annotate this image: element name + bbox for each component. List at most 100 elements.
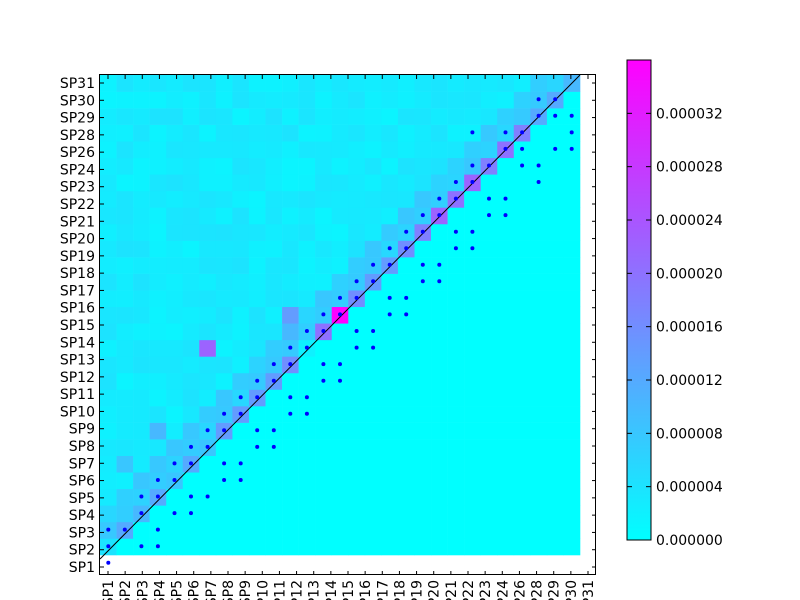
significance-point: [520, 130, 525, 135]
heatmap-cell: [546, 455, 564, 473]
heatmap-cell: [149, 339, 167, 357]
significance-point: [520, 146, 525, 151]
y-tick-label: SP1: [69, 560, 95, 576]
heatmap-cell: [331, 339, 349, 357]
heatmap-cell: [100, 141, 117, 159]
heatmap-cell: [133, 455, 150, 473]
heatmap-cell: [199, 472, 217, 490]
heatmap-cell: [381, 223, 399, 241]
heatmap-cell: [464, 207, 481, 225]
heatmap-cell: [331, 505, 349, 523]
heatmap-cell: [116, 422, 134, 440]
heatmap-cell: [199, 455, 217, 473]
significance-point: [205, 494, 210, 499]
heatmap-cell: [133, 323, 150, 341]
heatmap-cell: [480, 521, 498, 539]
heatmap-cell: [215, 257, 233, 274]
significance-point: [338, 312, 342, 317]
y-tick-label: SP4: [69, 508, 95, 524]
heatmap-cell: [497, 273, 515, 291]
heatmap-cell: [248, 91, 266, 109]
heatmap-cell: [331, 190, 349, 208]
heatmap-cell: [282, 521, 299, 539]
heatmap-cell: [133, 207, 150, 225]
heatmap-cell: [166, 488, 184, 506]
heatmap-cell: [497, 389, 515, 407]
heatmap-cell: [315, 240, 333, 258]
heatmap-cell: [199, 223, 217, 241]
x-axis: SP1 SP2 SP3 SP4 SP5 SP6 SP7 SP8 SP9 SP10 SP11 SP12 S…: [101, 75, 597, 600]
heatmap-cell: [447, 521, 465, 539]
heatmap-cell: [464, 372, 481, 390]
heatmap-cell: [232, 108, 250, 125]
heatmap-cell: [100, 422, 117, 440]
heatmap-cell: [480, 389, 498, 407]
significance-point: [453, 229, 458, 234]
heatmap-cell: [513, 455, 531, 473]
y-tick-label: SP24: [60, 162, 95, 178]
heatmap-cell: [431, 75, 448, 92]
heatmap-cell: [513, 505, 531, 523]
heatmap-cell: [497, 157, 515, 175]
heatmap-cell: [116, 257, 134, 274]
heatmap-cell: [331, 472, 349, 490]
diagonal-line: [99, 74, 581, 560]
heatmap-cell: [546, 157, 564, 175]
heatmap-cell: [315, 124, 333, 142]
significance-point: [553, 113, 558, 118]
heatmap-cell: [133, 223, 150, 241]
heatmap-cell: [397, 455, 415, 473]
heatmap-cell: [348, 521, 366, 539]
heatmap-cell: [149, 223, 167, 241]
y-tick-label: SP16: [60, 301, 95, 317]
heatmap-cell: [232, 157, 250, 175]
significance-point: [304, 395, 309, 400]
heatmap-cell: [381, 124, 399, 142]
heatmap-cell: [232, 505, 250, 523]
heatmap-cell: [282, 174, 299, 192]
heatmap-cell: [348, 455, 366, 473]
heatmap-cell: [182, 356, 200, 374]
heatmap-cell: [348, 257, 366, 274]
heatmap-cell: [348, 75, 366, 92]
heatmap-cell: [414, 141, 432, 159]
significance-point: [404, 246, 409, 251]
heatmap-cell: [464, 389, 481, 407]
heatmap-cell: [381, 75, 399, 92]
heatmap-cell: [133, 406, 150, 423]
significance-point: [487, 213, 491, 218]
heatmap-cell: [215, 174, 233, 192]
significance-point: [321, 329, 326, 333]
heatmap-cell: [530, 207, 548, 225]
heatmap-cell: [497, 521, 515, 539]
y-tick-label: SP19: [60, 249, 95, 265]
heatmap-cell: [166, 207, 184, 225]
heatmap-cell: [530, 455, 548, 473]
heatmap-cell: [133, 472, 150, 490]
heatmap-cell: [530, 290, 548, 308]
heatmap-cell: [497, 75, 515, 92]
heatmap-cell: [166, 422, 184, 440]
heatmap-cell: [464, 406, 481, 423]
heatmap-cell: [133, 190, 150, 208]
significance-point: [338, 378, 342, 383]
heatmap-cell: [315, 339, 333, 357]
heatmap-cell: [464, 455, 481, 473]
heatmap-cell: [116, 538, 134, 556]
heatmap-cell: [513, 538, 531, 556]
heatmap-cell: [530, 356, 548, 374]
heatmap-cell: [480, 488, 498, 506]
heatmap-cell: [381, 472, 399, 490]
heatmap-cell: [199, 372, 217, 390]
heatmap-cell: [215, 290, 233, 308]
heatmap-cell: [397, 257, 415, 274]
heatmap-cell: [364, 406, 382, 423]
significance-point: [404, 229, 409, 234]
heatmap-cell: [100, 174, 117, 192]
heatmap-cell: [447, 323, 465, 341]
heatmap-cell: [563, 406, 581, 423]
heatmap-cell: [431, 472, 448, 490]
heatmap-cell: [397, 174, 415, 192]
heatmap-cell: [364, 141, 382, 159]
heatmap-cell: [381, 455, 399, 473]
